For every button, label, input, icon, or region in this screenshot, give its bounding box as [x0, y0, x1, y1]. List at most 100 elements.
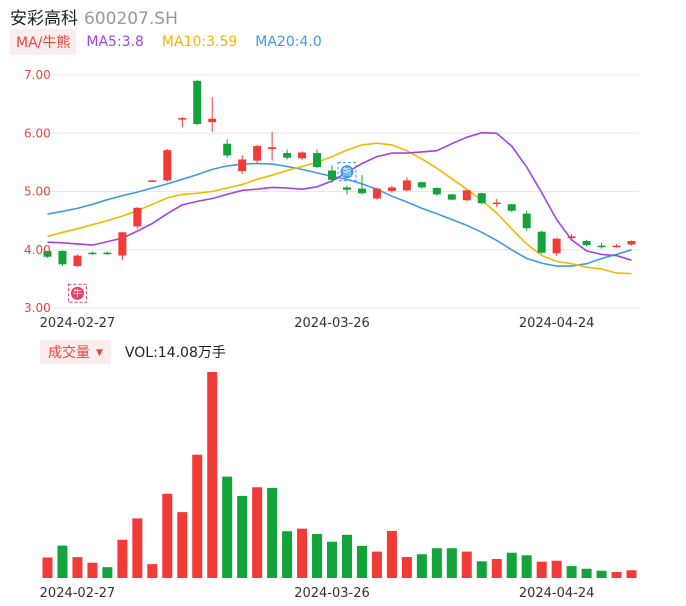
candle — [133, 207, 142, 229]
candle-body — [417, 182, 426, 188]
volume-bar — [207, 372, 218, 578]
candle-body — [178, 118, 187, 120]
ma-indicator-tab[interactable]: MA/牛熊 — [10, 29, 77, 55]
y-tick-label: 7.00 — [24, 68, 51, 82]
candle — [43, 250, 52, 258]
y-tick-label: 3.00 — [24, 301, 51, 315]
price-grid — [40, 74, 639, 309]
volume-bar — [596, 570, 607, 578]
candle — [342, 185, 351, 195]
volume-bar — [536, 561, 547, 578]
ma20-legend: MA20:4.0 — [255, 34, 322, 50]
x-tick-label: 2024-03-26 — [294, 316, 370, 331]
candle-body — [298, 152, 307, 159]
x-tick-label: 2024-03-26 — [294, 586, 370, 601]
price-date-axis: 2024-02-27 2024-03-26 2024-04-24 — [40, 316, 595, 331]
caret-down-icon: ▼ — [96, 348, 103, 358]
candle — [193, 79, 202, 126]
volume-bar — [102, 567, 113, 578]
candle-body — [238, 159, 247, 172]
x-tick-label: 2024-04-24 — [519, 316, 595, 331]
candle — [163, 148, 172, 182]
y-tick-label: 5.00 — [24, 185, 51, 199]
bull-bear-markers: 牛熊 — [67, 162, 357, 303]
volume-bar — [192, 454, 203, 578]
volume-bar — [521, 555, 532, 578]
volume-bar — [446, 548, 457, 578]
price-axis: 3.00 4.00 5.00 6.00 7.00 — [24, 68, 51, 315]
volume-bar — [341, 534, 352, 578]
candle-body — [328, 170, 337, 180]
volume-bar — [222, 476, 233, 578]
candle-body — [432, 188, 441, 195]
y-tick-label: 6.00 — [24, 126, 51, 140]
candle-body — [492, 202, 501, 205]
volume-bar — [581, 568, 592, 578]
candle — [612, 243, 621, 248]
candle — [313, 149, 322, 169]
candle-body — [43, 250, 52, 257]
candle-body — [163, 150, 172, 181]
candle — [582, 239, 591, 247]
bear-marker: 熊 — [337, 162, 357, 182]
volume-bar — [162, 493, 173, 578]
volume-bar — [611, 571, 622, 578]
volume-bar — [491, 559, 502, 578]
candle-body — [73, 255, 82, 267]
candle — [447, 193, 456, 201]
candle-body — [582, 241, 591, 246]
candle — [328, 165, 337, 183]
candle — [238, 155, 247, 175]
volume-bar — [476, 561, 487, 578]
candle-body — [477, 193, 486, 204]
candle-body — [522, 213, 531, 229]
stock-name: 安彩高科 — [10, 9, 78, 29]
candle-body — [402, 180, 411, 191]
volume-indicator-dropdown[interactable]: 成交量 ▼ — [40, 340, 111, 364]
candle — [507, 203, 516, 212]
candle-body — [627, 241, 636, 245]
volume-bar — [267, 487, 278, 578]
candle-body — [193, 80, 202, 124]
volume-date-axis: 2024-02-27 2024-03-26 2024-04-24 — [40, 586, 595, 601]
candle-body — [58, 250, 67, 265]
candle — [387, 185, 396, 193]
volume-bar — [386, 530, 397, 578]
candle-body — [253, 146, 262, 161]
candle-body — [313, 153, 322, 168]
volume-legend: 成交量 ▼ VOL:14.08万手 — [40, 340, 226, 364]
candle — [208, 97, 217, 133]
candle — [477, 192, 486, 205]
volume-bar — [282, 531, 293, 578]
volume-bar — [566, 566, 577, 578]
candle-body — [372, 188, 381, 199]
bear-icon — [340, 165, 354, 179]
x-tick-label: 2024-02-27 — [40, 586, 116, 601]
marker-frame — [337, 162, 357, 182]
candle — [298, 151, 307, 161]
volume-bar — [87, 562, 98, 578]
ma-legend: MA/牛熊 MA5:3.8 MA10:3.59 MA20:4.0 — [10, 29, 322, 55]
candle-body — [148, 180, 157, 182]
candle-body — [268, 147, 277, 149]
ma10-line — [47, 142, 632, 275]
candle — [178, 116, 187, 128]
candle — [88, 251, 97, 255]
candle — [417, 181, 426, 189]
candle-body — [537, 231, 546, 253]
candle — [492, 199, 501, 208]
y-tick-label: 4.00 — [24, 243, 51, 257]
volume-bar — [327, 541, 338, 578]
candle — [597, 242, 606, 249]
candle-body — [103, 252, 112, 255]
volume-bar — [431, 548, 442, 578]
volume-bar — [356, 545, 367, 578]
candle-body — [118, 232, 127, 256]
stock-title: 安彩高科 600207.SH — [10, 4, 178, 29]
candle — [462, 189, 471, 201]
volume-bar — [401, 557, 412, 578]
candle — [402, 177, 411, 192]
candle-body — [208, 118, 217, 123]
candle-body — [387, 187, 396, 191]
